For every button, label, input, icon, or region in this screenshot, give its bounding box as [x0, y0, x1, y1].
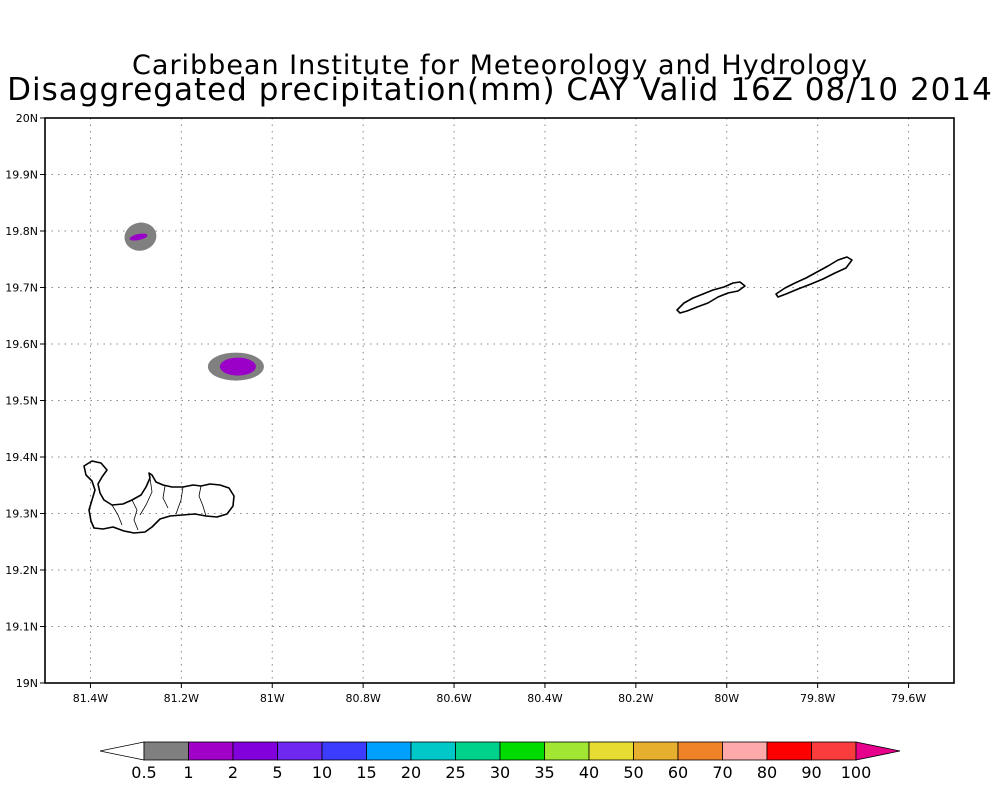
- colorbar-label: 90: [801, 763, 821, 782]
- colorbar-segment: [544, 741, 590, 761]
- colorbar-label: 0.5: [131, 763, 156, 782]
- colorbar-segment: [677, 741, 723, 761]
- lon-tick-label: 80.2W: [618, 692, 653, 705]
- lon-tick-label: 80W: [714, 692, 739, 705]
- lat-tick-label: 19.9N: [5, 169, 38, 182]
- colorbar-label: 80: [757, 763, 777, 782]
- colorbar-label: 60: [668, 763, 688, 782]
- colorbar-label: 15: [356, 763, 376, 782]
- island-little-cayman: [676, 281, 746, 314]
- lon-tick-label: 80.6W: [436, 692, 471, 705]
- lat-tick-label: 19.8N: [5, 225, 38, 238]
- island-outlines: [83, 256, 853, 534]
- lat-tick-label: 19.6N: [5, 338, 38, 351]
- lat-tick-label: 19.2N: [5, 564, 38, 577]
- lat-tick-label: 19.4N: [5, 451, 38, 464]
- lon-tick-label: 80.8W: [345, 692, 380, 705]
- colorbar-segment: [232, 741, 278, 761]
- colorbar-label: 2: [228, 763, 238, 782]
- precip-contour-inner: [129, 233, 148, 241]
- colorbar-segment: [277, 741, 323, 761]
- island-grand-cayman: [83, 460, 235, 534]
- lat-tick-label: 19.1N: [5, 621, 38, 634]
- chart-title-line1: Caribbean Institute for Meteorology and …: [132, 50, 868, 81]
- colorbar-label: 20: [401, 763, 421, 782]
- colorbar-segment: [499, 741, 545, 761]
- map-grid: [45, 118, 954, 683]
- colorbar-segment: [455, 741, 501, 761]
- lon-tick-label: 80.4W: [527, 692, 562, 705]
- colorbar-upper-triangle: [855, 741, 901, 761]
- colorbar-label: 35: [534, 763, 554, 782]
- colorbar-label: 10: [312, 763, 332, 782]
- colorbar-segment: [633, 741, 679, 761]
- colorbar-segment: [143, 741, 189, 761]
- colorbar: 0.5 1 2 5 10 15 20 25 30 35 40 50 60 70 80 90 100: [99, 741, 901, 782]
- colorbar-label: 30: [490, 763, 510, 782]
- lat-tick-label: 19.7N: [5, 282, 38, 295]
- lon-tick-label: 81.2W: [164, 692, 199, 705]
- grand-cayman-district-lines: [111, 477, 207, 531]
- map-axes: 81.4W 81.2W 81W 80.8W 80.6W 80.4W 80.2W 80W 79.8…: [5, 112, 926, 705]
- colorbar-label: 100: [841, 763, 872, 782]
- colorbar-label: 25: [445, 763, 465, 782]
- colorbar-label: 50: [623, 763, 643, 782]
- colorbar-segment: [321, 741, 367, 761]
- lat-tick-label: 19N: [16, 677, 38, 690]
- chart-title-line2: Disaggregated precipitation(mm) CAY Vali…: [7, 72, 993, 108]
- lon-tick-label: 79.6W: [891, 692, 926, 705]
- colorbar-label: 1: [183, 763, 193, 782]
- colorbar-segment: [766, 741, 812, 761]
- lat-tick-label: 20N: [16, 112, 38, 125]
- colorbar-label: 40: [579, 763, 599, 782]
- lat-tick-label: 19.5N: [5, 395, 38, 408]
- precip-contour-inner: [219, 357, 256, 376]
- lat-tick-label: 19.3N: [5, 508, 38, 521]
- colorbar-segment: [410, 741, 456, 761]
- colorbar-lower-triangle: [99, 741, 145, 761]
- colorbar-segment: [811, 741, 857, 761]
- colorbar-segment: [188, 741, 234, 761]
- colorbar-segment: [588, 741, 634, 761]
- colorbar-segment: [722, 741, 768, 761]
- lon-tick-label: 79.8W: [800, 692, 835, 705]
- colorbar-segment: [366, 741, 412, 761]
- lon-tick-label: 81W: [260, 692, 285, 705]
- colorbar-label: 5: [272, 763, 282, 782]
- precipitation-contours: [124, 222, 264, 381]
- colorbar-label: 70: [712, 763, 732, 782]
- lon-tick-label: 81.4W: [73, 692, 108, 705]
- island-cayman-brac: [775, 256, 853, 298]
